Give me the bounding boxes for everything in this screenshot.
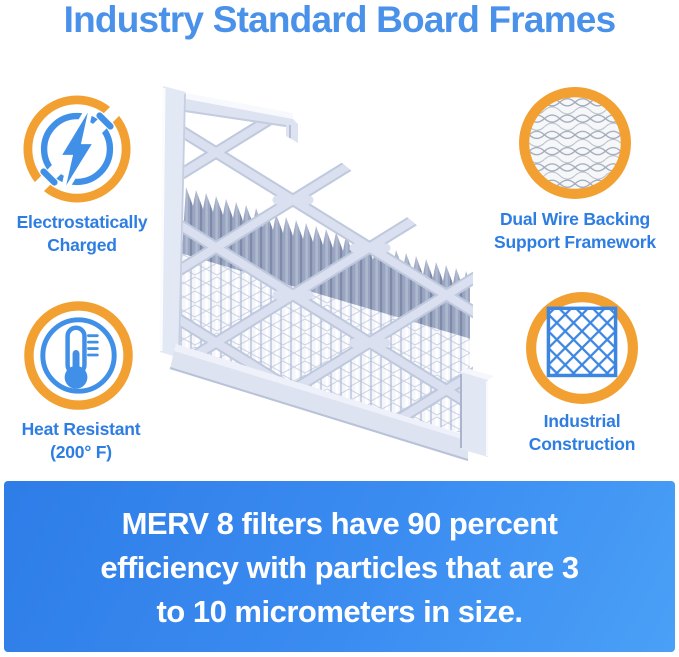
feature-label-dual-wire-backing: Dual Wire Backing Support Framework [485,208,665,253]
air-filter-product-image [159,86,494,461]
page-title: Industry Standard Board Frames [63,0,616,40]
feature-label-line: Industrial [543,411,621,431]
feature-label-industrial-construction: Industrial Construction [492,410,672,455]
wire-mesh-icon [519,87,631,199]
banner-line: efficiency with particles that are 3 [100,550,579,585]
thermometer-icon [24,301,133,410]
feature-label-heat-resistant: Heat Resistant (200° F) [0,418,171,463]
banner-line: to 10 micrometers in size. [156,594,523,629]
banner-line: MERV 8 filters have 90 percent [121,506,558,541]
merv-rating-banner: MERV 8 filters have 90 percent efficienc… [4,481,675,652]
feature-label-line: Support Framework [494,231,656,252]
diamond-grid-icon [526,292,638,404]
lightning-bolt-icon [23,95,131,203]
feature-label-line: Heat Resistant [21,419,141,439]
feature-label-line: Charged [47,234,117,255]
feature-label-electrostatically-charged: Electrostatically Charged [0,211,172,256]
feature-label-line: Construction [528,433,636,454]
feature-label-line: (200° F) [50,441,112,462]
feature-label-line: Dual Wire Backing [499,209,651,229]
feature-label-line: Electrostatically [16,212,148,232]
